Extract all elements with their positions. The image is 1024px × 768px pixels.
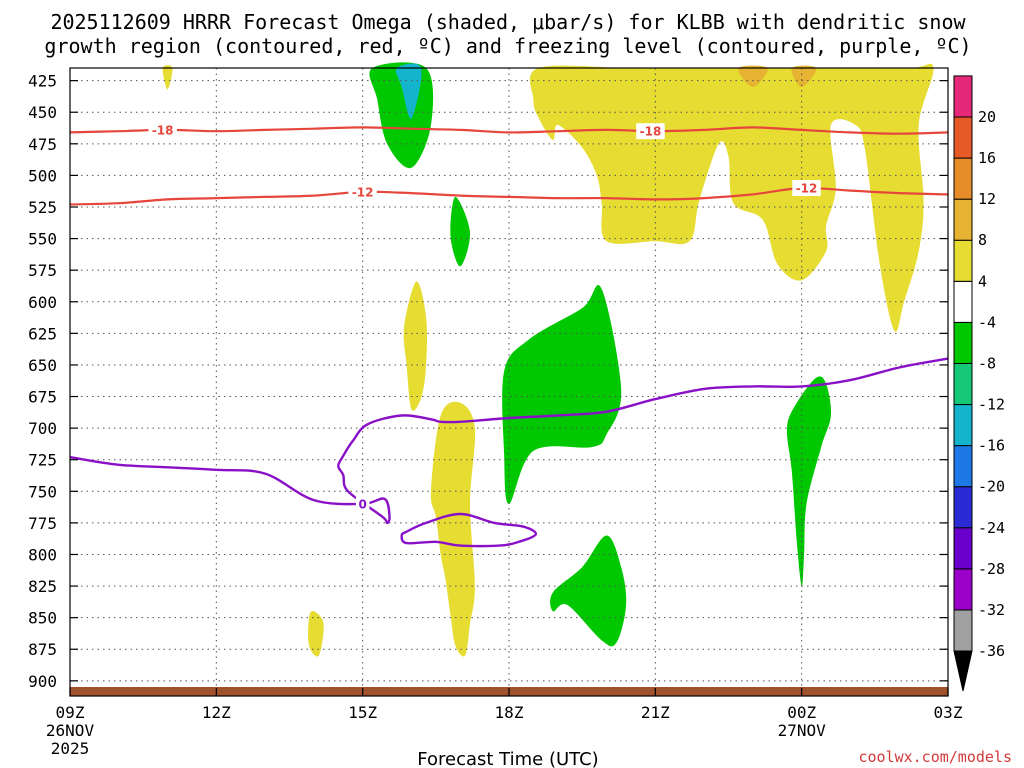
- colorbar-label-12: 16: [978, 149, 996, 167]
- y-tick-label-600: 600: [28, 293, 57, 312]
- colorbar-swatch-1: [953, 609, 973, 652]
- y-tick-label-675: 675: [28, 388, 57, 407]
- colorbar-swatch-14: [953, 75, 973, 118]
- grid-lines: [69, 68, 949, 696]
- omega-region-6: [162, 65, 173, 90]
- freezing-label-0-bg: [355, 495, 370, 512]
- colorbar-label-0: -36: [978, 642, 1005, 660]
- dgz-label-18-a: -18: [152, 123, 174, 137]
- dgz-label-12-a-bg: [348, 183, 377, 200]
- dgz-label-18-a-bg: [148, 121, 177, 138]
- omega-region-10: [403, 281, 428, 411]
- y-tick-label-850: 850: [28, 609, 57, 628]
- x-tick-label-4: 21Z: [641, 703, 670, 722]
- colorbar-swatch-3: [953, 527, 973, 570]
- dgz-label-18-b-bg: [636, 123, 665, 140]
- y-tick-label-800: 800: [28, 545, 57, 564]
- colorbar-swatch-5: [953, 445, 973, 488]
- colorbar-label-3: -24: [978, 519, 1005, 537]
- y-tick-label-900: 900: [28, 672, 57, 691]
- colorbar-swatch-2: [953, 568, 973, 611]
- y-tick-label-575: 575: [28, 261, 57, 280]
- chart-title-line1: 2025112609 HRRR Forecast Omega (shaded, …: [50, 10, 966, 34]
- y-tick-label-525: 525: [28, 198, 57, 217]
- y-tick-label-650: 650: [28, 356, 57, 375]
- dgz-label-18-b: -18: [640, 125, 662, 139]
- freezing-label-0: 0: [358, 497, 366, 511]
- omega-region-8: [737, 65, 768, 87]
- omega-region-2: [450, 196, 471, 267]
- dgz-label-12-b-bg: [792, 180, 821, 197]
- colorbar-label-2: -28: [978, 560, 1005, 578]
- colorbar-label-5: -16: [978, 437, 1005, 455]
- plot-area: -18 -18 -12 -12 0 425 450 475 500 525 550 575 600 62…: [28, 62, 963, 758]
- omega-region-1: [395, 63, 422, 119]
- colorbar-swatch-13: [953, 116, 973, 159]
- y-axis: 425 450 475 500 525 550 575 600 625 650 675 700 725 7…: [28, 72, 948, 691]
- y-tick-label-725: 725: [28, 451, 57, 470]
- freezing-level-contour: [69, 357, 949, 525]
- y-tick-label-775: 775: [28, 514, 57, 533]
- dgz-contour--18: [69, 126, 949, 135]
- y-tick-label-450: 450: [28, 103, 57, 122]
- x-tick-label-3: 18Z: [495, 703, 524, 722]
- colorbar-swatch-11: [953, 198, 973, 241]
- colorbar-swatch-9: [953, 280, 973, 323]
- x-axis-label: Forecast Time (UTC): [417, 749, 598, 768]
- omega-region-4: [550, 535, 627, 647]
- y-tick-label-550: 550: [28, 230, 57, 249]
- colorbar-label-4: -20: [978, 478, 1005, 496]
- x-tick-label-6: 03Z: [934, 703, 963, 722]
- dgz-label-12-b: -12: [796, 182, 818, 196]
- colorbar-swatch-10: [953, 239, 973, 282]
- omega-region-11: [430, 401, 476, 657]
- y-tick-label-500: 500: [28, 166, 57, 185]
- omega-region-12: [308, 611, 324, 657]
- y-tick-label-425: 425: [28, 72, 57, 91]
- colorbar-label-7: -8: [978, 354, 996, 372]
- credit-text[interactable]: coolwx.com/models: [858, 748, 1012, 766]
- colorbar-label-1: -32: [978, 601, 1005, 619]
- chart-title-line2: growth region (contoured, red, ºC) and f…: [44, 34, 971, 58]
- colorbar-label-8: -4: [978, 313, 996, 331]
- colorbar-swatch-7: [953, 362, 973, 406]
- x-date-label-0: 26NOV: [46, 721, 95, 740]
- colorbar-swatch-12: [953, 157, 973, 200]
- x-tick-label-1: 12Z: [202, 703, 231, 722]
- colorbar-label-9: 4: [978, 272, 987, 290]
- colorbar-label-6: -12: [978, 396, 1005, 414]
- x-tick-label-2: 15Z: [348, 703, 377, 722]
- y-tick-label-700: 700: [28, 419, 57, 438]
- contour-lines: -18 -18 -12 -12 0: [69, 121, 949, 548]
- omega-region-9: [791, 65, 817, 87]
- y-tick-label-475: 475: [28, 135, 57, 154]
- colorbar-swatch-6: [953, 404, 973, 447]
- y-tick-label-625: 625: [28, 324, 57, 343]
- omega-region-3: [502, 284, 622, 504]
- colorbar-label-13: 20: [978, 108, 996, 126]
- y-tick-label-875: 875: [28, 640, 57, 659]
- colorbar: -36 -32 -28 -24 -20 -16 -12 -8 -4 4 8 12 16 20: [953, 75, 1005, 692]
- dgz-label-12-a: -12: [352, 185, 374, 199]
- x-date-label-5: 27NOV: [778, 721, 827, 740]
- colorbar-bottom-arrow: [953, 650, 973, 692]
- x-tick-label-0: 09Z: [56, 703, 85, 722]
- omega-region-5: [786, 376, 832, 587]
- colorbar-label-11: 12: [978, 190, 996, 208]
- colorbar-swatch-8: [953, 321, 973, 364]
- freezing-level-contour-loop: [400, 512, 538, 548]
- y-tick-label-750: 750: [28, 482, 57, 501]
- y-tick-label-825: 825: [28, 577, 57, 596]
- x-tick-label-5: 00Z: [787, 703, 816, 722]
- colorbar-label-10: 8: [978, 231, 987, 249]
- colorbar-swatch-4: [953, 486, 973, 529]
- x-year-label-0: 2025: [51, 739, 90, 758]
